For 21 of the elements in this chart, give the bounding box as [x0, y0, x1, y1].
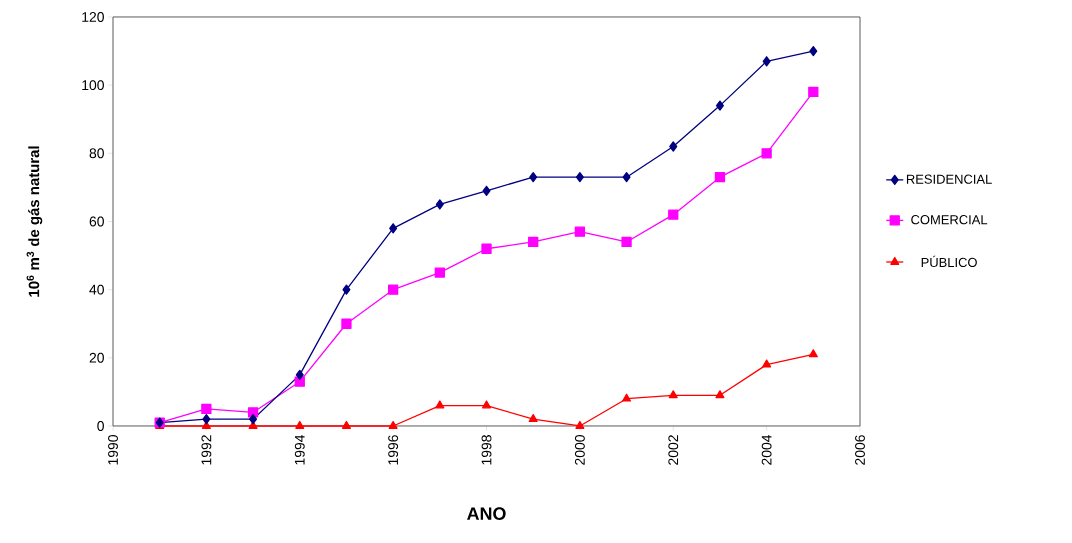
x-axis-title: ANO — [467, 507, 506, 520]
x-tick-label: 1990 — [108, 435, 118, 465]
x-tick-label: 2002 — [668, 435, 679, 465]
x-tick-label: 2006 — [855, 435, 865, 465]
x-tick-label: 1994 — [294, 434, 305, 465]
y-tick-label: 40 — [89, 284, 104, 295]
x-tick-label: 2004 — [761, 434, 772, 465]
y-tick-label: 80 — [89, 148, 104, 159]
legend-label: PÚBLICO — [921, 255, 977, 267]
legend-label: RESIDENCIAL — [906, 174, 992, 184]
x-tick-label: 2000 — [574, 435, 585, 465]
x-tick-label: 1992 — [201, 435, 212, 465]
x-tick-label: 1998 — [481, 435, 492, 465]
x-tick-label: 1996 — [388, 435, 399, 465]
y-tick-label: 0 — [97, 421, 104, 431]
y-tick-label: 20 — [89, 352, 104, 363]
y-tick-label: 60 — [89, 216, 104, 227]
y-tick-label: 120 — [82, 12, 104, 22]
y-tick-label: 100 — [82, 80, 104, 91]
legend-label: COMERCIAL — [911, 215, 988, 225]
y-axis-title: 10$^{6}$ m$^{3}$ de gás natural — [26, 146, 43, 297]
